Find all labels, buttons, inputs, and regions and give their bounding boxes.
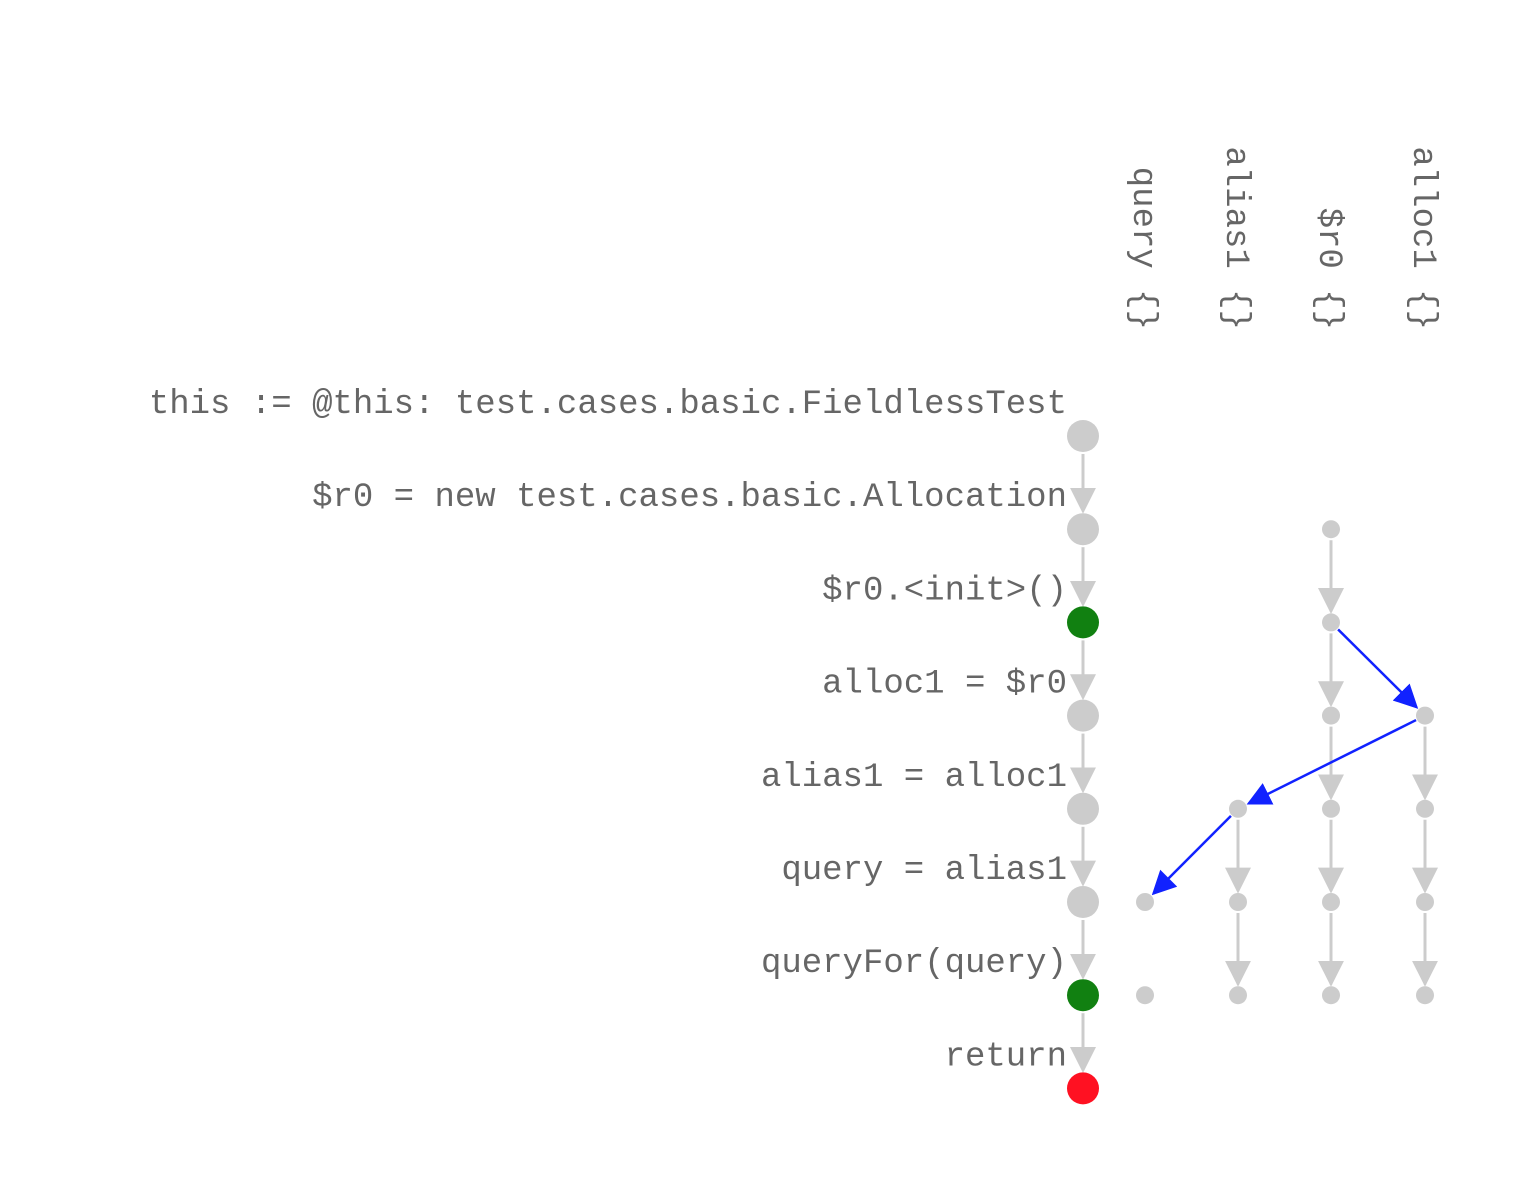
fact-node <box>1322 613 1340 632</box>
statement-node <box>1067 606 1099 639</box>
fact-node <box>1229 986 1247 1005</box>
flow-edge <box>1246 718 1417 805</box>
statement-label: $r0.<init>() <box>822 572 1067 610</box>
statement-node <box>1067 792 1099 825</box>
fact-node <box>1416 986 1434 1005</box>
statement-label: $r0 = new test.cases.basic.Allocation <box>312 479 1067 517</box>
statement-node <box>1067 513 1099 546</box>
fact-column-labels: query {} alias1 {} $r0 {} alloc1 {} <box>1123 146 1441 330</box>
fact-node <box>1229 893 1247 911</box>
column-label: query {} <box>1123 167 1161 330</box>
cfg-edges <box>1070 454 1438 1074</box>
statement-node <box>1067 1072 1099 1105</box>
column-label: alloc1 {} <box>1403 146 1441 330</box>
statement-label: queryFor(query) <box>761 945 1067 983</box>
statement-label: alloc1 = $r0 <box>822 666 1067 704</box>
column-label: alias1 {} <box>1216 146 1254 330</box>
fact-node <box>1229 799 1247 818</box>
fact-node <box>1416 799 1434 818</box>
fact-node <box>1322 986 1340 1005</box>
statement-node <box>1067 420 1099 452</box>
statement-label: return <box>945 1038 1067 1076</box>
fact-node <box>1416 706 1434 725</box>
data-flow-edges <box>1151 628 1419 896</box>
statement-node <box>1067 699 1099 732</box>
fact-node <box>1322 520 1340 539</box>
statement-label: query = alias1 <box>781 852 1067 890</box>
statement-node <box>1067 979 1099 1012</box>
fact-node <box>1416 893 1434 911</box>
graph-nodes <box>1067 420 1434 1105</box>
flow-edge <box>1337 628 1419 709</box>
flow-edge <box>1151 814 1232 896</box>
fact-node <box>1136 986 1154 1005</box>
statement-node <box>1067 886 1099 918</box>
fact-node <box>1322 893 1340 911</box>
statement-labels: this := @this: test.cases.basic.Fieldles… <box>149 386 1067 1076</box>
statement-label: this := @this: test.cases.basic.Fieldles… <box>149 386 1067 424</box>
statement-label: alias1 = alloc1 <box>761 759 1067 797</box>
fact-node <box>1136 893 1154 911</box>
fact-node <box>1322 706 1340 725</box>
column-label: $r0 {} <box>1309 208 1347 330</box>
fact-node <box>1322 799 1340 818</box>
